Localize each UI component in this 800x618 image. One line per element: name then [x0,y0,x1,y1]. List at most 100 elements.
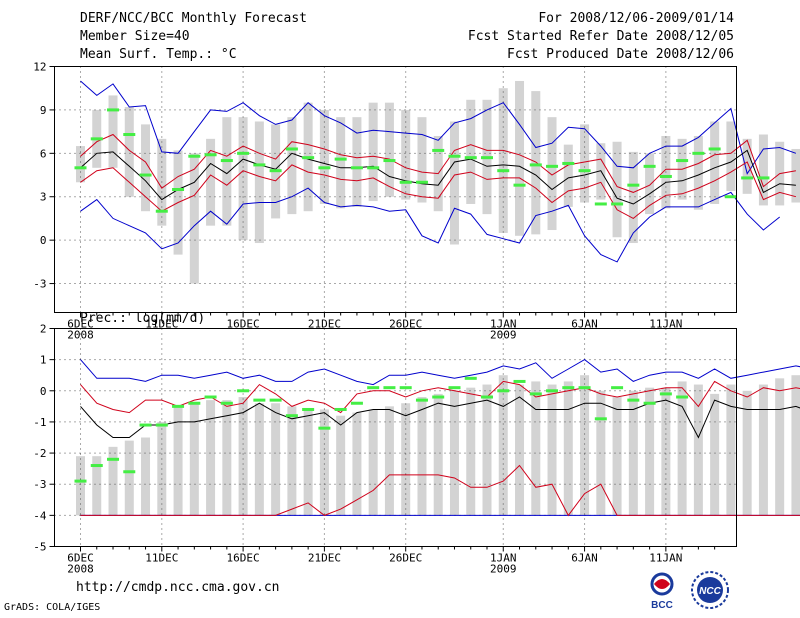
ensemble-box [758,134,768,206]
marker-dash [123,470,136,474]
ensemble-box [92,456,102,516]
marker-dash [367,166,380,170]
marker-dash [107,108,120,112]
marker-dash [155,423,168,427]
ensemble-box [173,406,183,516]
marker-dash [708,147,721,151]
mean-plus-sd-line [80,380,800,414]
marker-dash [188,154,201,158]
forecast-period: For 2008/12/06-2009/01/14 [538,11,734,26]
ensemble-box [124,107,134,197]
ensemble-box [417,397,427,516]
marker-dash [676,395,689,399]
marker-dash [204,395,217,399]
y-tick-label: 6 [40,147,47,160]
y-tick-label: -4 [33,509,47,522]
x-tick-label: 6JAN [571,318,598,331]
forecast-produced-date: Fcst Produced Date 2008/12/06 [507,47,734,62]
ensemble-mean-line [80,396,800,439]
y-tick-label: 2 [40,323,47,336]
marker-dash [302,156,315,160]
marker-dash [578,386,591,390]
marker-dash [334,407,347,411]
x-tick-label: 26DEC [389,552,422,565]
x-tick-label: 1JAN [490,552,517,565]
marker-dash [578,169,591,173]
marker-dash [237,151,250,155]
marker-dash [643,164,656,168]
marker-dash [497,389,510,393]
ensemble-box [206,400,216,516]
panel-frame [54,66,737,313]
x-tick-label: 6JAN [571,552,598,565]
ensemble-box [693,135,703,210]
ensemble-box [141,124,151,212]
marker-dash [562,161,575,165]
marker-dash [334,157,347,161]
ensemble-box [108,446,118,516]
ensemble-box [303,409,313,516]
marker-dash [74,479,87,483]
member-size-label: Member Size=40 [80,29,190,44]
x-tick-label: 11DEC [145,318,178,331]
ensemble-box [466,99,476,204]
marker-dash [643,401,656,405]
chart-title: DERF/NCC/BCC Monthly Forecast [80,11,307,26]
marker-dash [318,426,331,430]
ensemble-box [368,409,378,516]
marker-dash [659,392,672,396]
marker-dash [448,386,461,390]
ensemble-box [76,456,85,516]
y-tick-label: 1 [40,354,47,367]
marker-dash [399,386,412,390]
ensemble-box [141,437,151,516]
marker-dash [594,202,607,206]
ensemble-box [384,102,394,197]
mean-plus-sd-line [80,133,796,193]
marker-dash [350,401,363,405]
ensemble-box [791,148,800,203]
ensemble-box [384,406,394,516]
marker-dash [594,417,607,421]
ensemble-box [677,381,687,516]
ensemble-mean-line [80,149,796,205]
ensemble-box [108,95,118,168]
marker-dash [481,156,493,160]
marker-dash [90,464,103,468]
y-tick-label: -3 [33,278,46,291]
ensemble-box [645,153,655,215]
marker-dash [367,386,380,390]
marker-dash [513,379,526,383]
ensemble-box [515,384,525,516]
ensemble-box [222,117,232,226]
marker-dash [432,148,445,152]
marker-dash [692,151,705,155]
x-tick-sublabel: 2008 [67,329,94,342]
marker-dash [90,137,103,141]
ensemble-box [466,387,476,516]
x-tick-label: 21DEC [308,318,341,331]
ensemble-box [449,121,459,245]
x-tick-sublabel: 2009 [490,563,517,576]
precip-panel-title: Prec.: log(mm/d) [80,311,205,326]
ensemble-box [498,375,508,516]
marker-dash [350,166,363,170]
marker-dash [432,395,445,399]
x-tick-label: 21DEC [308,552,341,565]
ensemble-box [693,384,703,516]
x-tick-label: 1JAN [490,318,517,331]
marker-dash [399,180,412,184]
ensemble-box [287,117,297,215]
marker-dash [253,163,266,167]
ensemble-box [531,381,541,516]
bcc-logo-text: BCC [651,600,673,610]
ensemble-box [612,141,622,238]
marker-dash [448,154,461,158]
marker-dash [237,389,250,393]
ensemble-box [206,138,216,226]
x-tick-label: 16DEC [227,318,260,331]
ensemble-box [547,117,557,231]
y-tick-label: 12 [33,61,46,74]
marker-dash [269,398,282,402]
